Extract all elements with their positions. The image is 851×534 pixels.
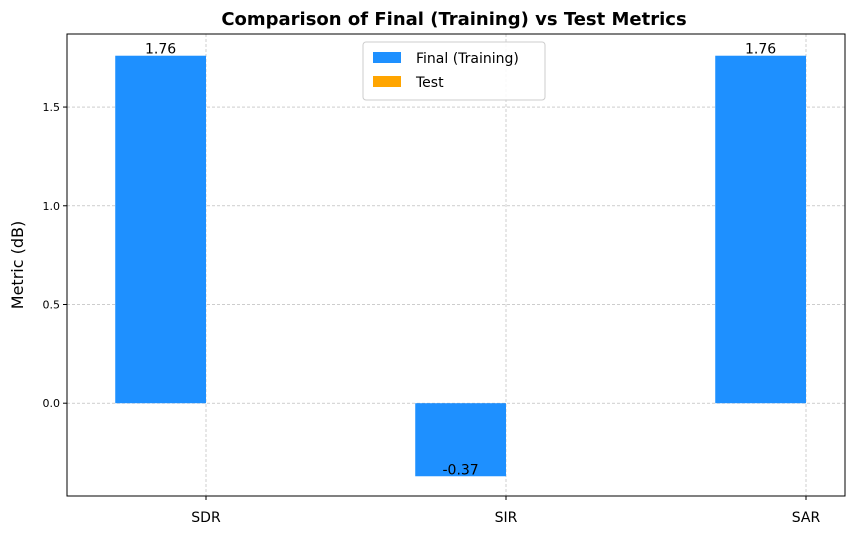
bar-value-label: -0.37	[442, 462, 478, 478]
legend-box	[362, 41, 546, 101]
bar-sar	[715, 55, 806, 404]
x-axis: SDR SIR SAR	[191, 496, 820, 526]
bar-value-labels: 1.76 -0.37 1.76	[145, 42, 776, 479]
plot-frame	[66, 33, 846, 497]
y-tick-label: 0.5	[43, 298, 61, 311]
bar-value-label: 1.76	[145, 42, 176, 58]
bars-group	[115, 55, 806, 477]
legend-swatch	[373, 52, 401, 63]
y-tick-label: 1.5	[43, 101, 61, 114]
bar-value-label: 1.76	[745, 42, 776, 58]
x-tick-label: SAR	[792, 510, 821, 526]
legend-entry-label: Test	[415, 75, 444, 91]
bar-sdr	[115, 55, 206, 404]
chart-title: Comparison of Final (Training) vs Test M…	[221, 9, 686, 30]
x-tick-label: SIR	[495, 510, 518, 526]
y-axis: 0.0 0.5 1.0 1.5	[43, 101, 67, 410]
y-tick-label: 1.0	[43, 200, 61, 213]
y-axis-label: Metric (dB)	[8, 221, 27, 309]
legend-entry-label: Final (Training)	[416, 51, 519, 67]
y-tick-label: 0.0	[43, 397, 61, 410]
bar-sir	[415, 403, 506, 477]
x-tick-label: SDR	[191, 510, 221, 526]
legend-swatch	[373, 76, 401, 87]
legend: Final (Training) Test	[362, 41, 546, 101]
